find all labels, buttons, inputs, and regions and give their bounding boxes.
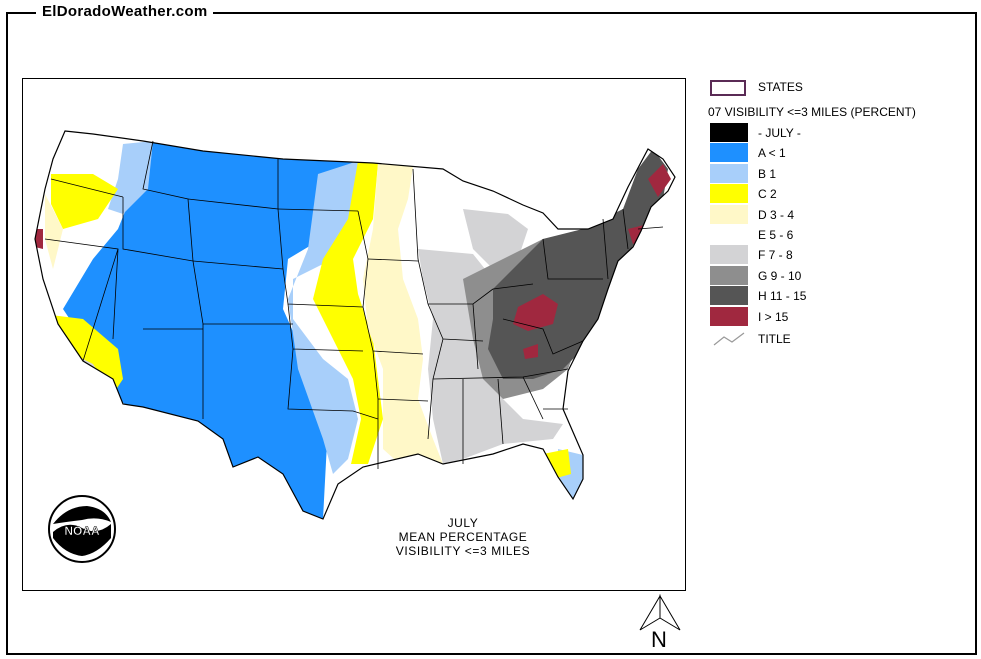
map-caption: JULY MEAN PERCENTAGE VISIBILITY <=3 MILE…: [383, 516, 543, 558]
legend-item-label: G 9 - 10: [758, 268, 802, 283]
legend-item-label: A < 1: [758, 146, 786, 161]
page-frame: [6, 12, 977, 655]
title-line-icon: [713, 332, 745, 346]
site-title: ElDoradoWeather.com: [36, 3, 214, 21]
legend-item: E 5 - 6: [708, 225, 958, 246]
legend-item: B 1: [708, 163, 958, 184]
legend-swatch: [710, 184, 748, 204]
legend-swatch: [710, 225, 750, 246]
legend-swatch: [710, 306, 748, 326]
legend-item: D 3 - 4: [708, 204, 958, 225]
us-visibility-map: [34, 130, 676, 520]
legend-item-label: D 3 - 4: [758, 207, 795, 222]
legend-item: G 9 - 10: [708, 265, 958, 286]
legend-item: I > 15: [708, 306, 958, 327]
legend-swatch: [710, 265, 748, 285]
legend-swatch: [710, 286, 748, 306]
legend-item-label: E 5 - 6: [758, 228, 794, 242]
noaa-logo-text: NOAA: [64, 524, 100, 538]
legend-swatch: [710, 143, 748, 163]
legend-item: - JULY -: [708, 123, 958, 143]
north-arrow-icon: [639, 594, 681, 631]
legend-swatch: [710, 204, 748, 224]
legend-swatch: [710, 245, 748, 265]
legend-item-label: B 1: [758, 166, 777, 181]
legend-item-label: C 2: [758, 187, 777, 202]
legend-item: F 7 - 8: [708, 245, 958, 265]
north-letter: N: [651, 627, 667, 652]
legend-states-label: STATES: [758, 80, 803, 94]
states-outline-swatch: [710, 80, 746, 96]
legend-item: H 11 - 15: [708, 286, 958, 306]
legend-item-label: F 7 - 8: [758, 248, 793, 263]
noaa-logo: NOAA: [47, 494, 117, 564]
map-panel: NOAA JULY MEAN PERCENTAGE VISIBILITY <=3…: [22, 78, 686, 591]
caption-line: MEAN PERCENTAGE: [398, 530, 528, 544]
legend-title-label: TITLE: [758, 332, 791, 346]
legend-item: A < 1: [708, 143, 958, 163]
legend-item-label: - JULY -: [758, 126, 801, 140]
legend-item: C 2: [708, 184, 958, 204]
legend-swatch: [710, 163, 748, 183]
caption-line: VISIBILITY <=3 MILES: [395, 544, 531, 558]
legend-swatch: [710, 123, 748, 142]
legend-item-label: H 11 - 15: [758, 289, 807, 304]
legend-layer-title: 07 VISIBILITY <=3 MILES (PERCENT): [708, 105, 916, 119]
caption-line: JULY: [447, 516, 479, 530]
legend-item-label: I > 15: [758, 309, 789, 324]
